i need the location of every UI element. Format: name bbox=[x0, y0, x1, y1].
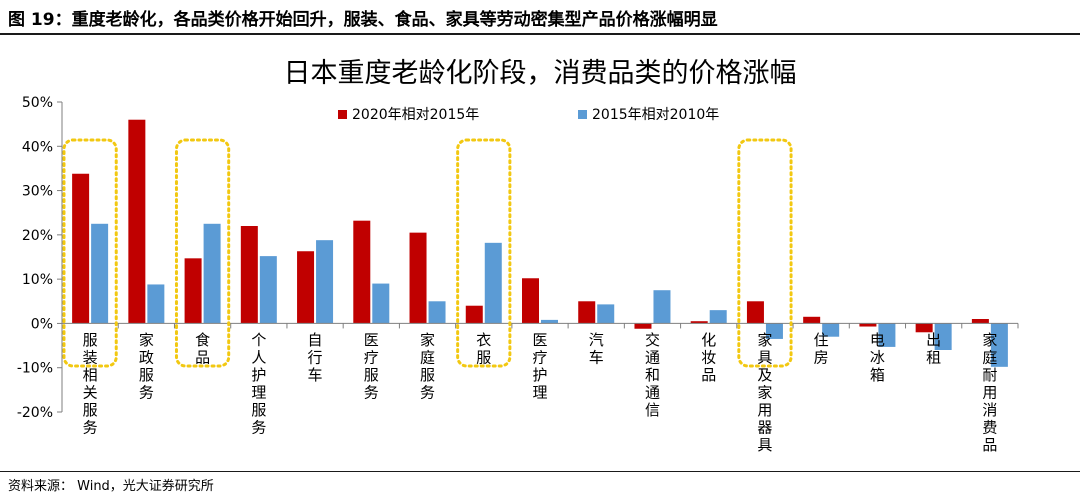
x-tick-label: 交通和通信 bbox=[645, 331, 660, 419]
bar-series-2 bbox=[147, 284, 165, 324]
y-tick-label: 50% bbox=[22, 95, 53, 111]
bar-series-2 bbox=[203, 223, 221, 324]
bar-series-1 bbox=[297, 251, 315, 324]
legend-label: 2015年相对2010年 bbox=[592, 107, 719, 123]
highlight-box bbox=[737, 138, 793, 368]
x-tick-label: 个人护理服务 bbox=[251, 331, 266, 437]
bar-series-1 bbox=[578, 301, 596, 324]
x-tick-label: 家庭服务 bbox=[420, 331, 435, 402]
bar-series-1 bbox=[859, 323, 877, 327]
highlight-box bbox=[174, 138, 231, 368]
y-tick-label: 20% bbox=[22, 228, 53, 244]
x-tick-label: 电冰箱 bbox=[870, 331, 885, 384]
chart-title: 日本重度老龄化阶段，消费品类的价格涨幅 bbox=[284, 58, 797, 89]
caption-divider bbox=[0, 33, 1080, 35]
bar-series-1 bbox=[971, 319, 989, 324]
x-tick-label: 家庭耐用消费品 bbox=[982, 331, 997, 454]
bar-series-1 bbox=[353, 220, 371, 324]
y-tick-label: 0% bbox=[31, 316, 53, 332]
x-tick-label: 出租 bbox=[926, 331, 941, 367]
x-tick-label: 医疗护理 bbox=[532, 331, 547, 402]
bar-series-1 bbox=[128, 119, 146, 324]
x-tick-label: 医疗服务 bbox=[364, 331, 379, 402]
bar-series-2 bbox=[653, 290, 671, 324]
legend-label: 2020年相对2015年 bbox=[352, 107, 479, 123]
y-tick-label: 30% bbox=[22, 184, 53, 200]
bar-series-2 bbox=[597, 304, 615, 324]
bar-series-1 bbox=[409, 232, 427, 324]
x-tick-label: 化妆品 bbox=[701, 331, 716, 384]
bar-series-1 bbox=[72, 173, 90, 324]
bar-series-2 bbox=[822, 323, 840, 337]
bar-series-2 bbox=[484, 242, 502, 324]
legend-swatch bbox=[578, 110, 587, 119]
bar-series-1 bbox=[634, 323, 652, 329]
bar-series-1 bbox=[522, 278, 539, 324]
bar-series-2 bbox=[428, 301, 446, 324]
highlight-box bbox=[456, 138, 512, 368]
bar-series-2 bbox=[259, 256, 277, 324]
bar-series-1 bbox=[690, 321, 708, 324]
bar-series-1 bbox=[915, 323, 933, 333]
bar-series-1 bbox=[803, 316, 821, 324]
bar-series-1 bbox=[184, 258, 202, 324]
bar-series-2 bbox=[934, 323, 952, 350]
legend-swatch bbox=[338, 110, 347, 119]
bar-series-2 bbox=[878, 323, 896, 347]
bar-series-2 bbox=[372, 283, 390, 324]
bar-series-2 bbox=[990, 323, 1008, 367]
x-tick-label: 自行车 bbox=[308, 331, 323, 384]
x-tick-label: 食品 bbox=[195, 331, 210, 367]
bar-series-2 bbox=[765, 323, 783, 339]
bar-series-2 bbox=[316, 240, 334, 324]
x-tick-label: 汽车 bbox=[589, 331, 604, 367]
y-tick-label: -20% bbox=[17, 405, 53, 421]
figure-caption: 图 19：重度老龄化，各品类价格开始回升，服装、食品、家具等劳动密集型产品价格涨… bbox=[8, 10, 718, 30]
x-tick-label: 住房 bbox=[814, 331, 829, 367]
figure-header: 图 19：重度老龄化，各品类价格开始回升，服装、食品、家具等劳动密集型产品价格涨… bbox=[0, 0, 1080, 35]
y-tick-label: 10% bbox=[22, 272, 53, 288]
bar-series-2 bbox=[91, 223, 109, 324]
x-tick-label: 服装相关服务 bbox=[83, 331, 98, 437]
chart-area: 日本重度老龄化阶段，消费品类的价格涨幅 2020年相对2015年 2015年相对20… bbox=[0, 36, 1080, 468]
highlight-box bbox=[62, 138, 118, 368]
bar-series-1 bbox=[465, 305, 483, 324]
x-tick-label: 家具及家用器具 bbox=[757, 331, 772, 454]
bar-series-2 bbox=[541, 319, 558, 324]
bar-series-2 bbox=[709, 310, 727, 324]
x-tick-label: 家政服务 bbox=[139, 331, 154, 402]
bar-series-1 bbox=[746, 301, 764, 324]
bar-series-1 bbox=[240, 226, 258, 324]
x-tick-label: 衣服 bbox=[476, 331, 491, 367]
source-divider bbox=[0, 471, 1080, 472]
y-tick-label: 40% bbox=[22, 139, 53, 155]
y-tick-label: -10% bbox=[17, 361, 53, 377]
bar-chart: 日本重度老龄化阶段，消费品类的价格涨幅 2020年相对2015年 2015年相对20… bbox=[17, 58, 1019, 454]
source-note: 资料来源： Wind，光大证券研究所 bbox=[8, 479, 214, 494]
